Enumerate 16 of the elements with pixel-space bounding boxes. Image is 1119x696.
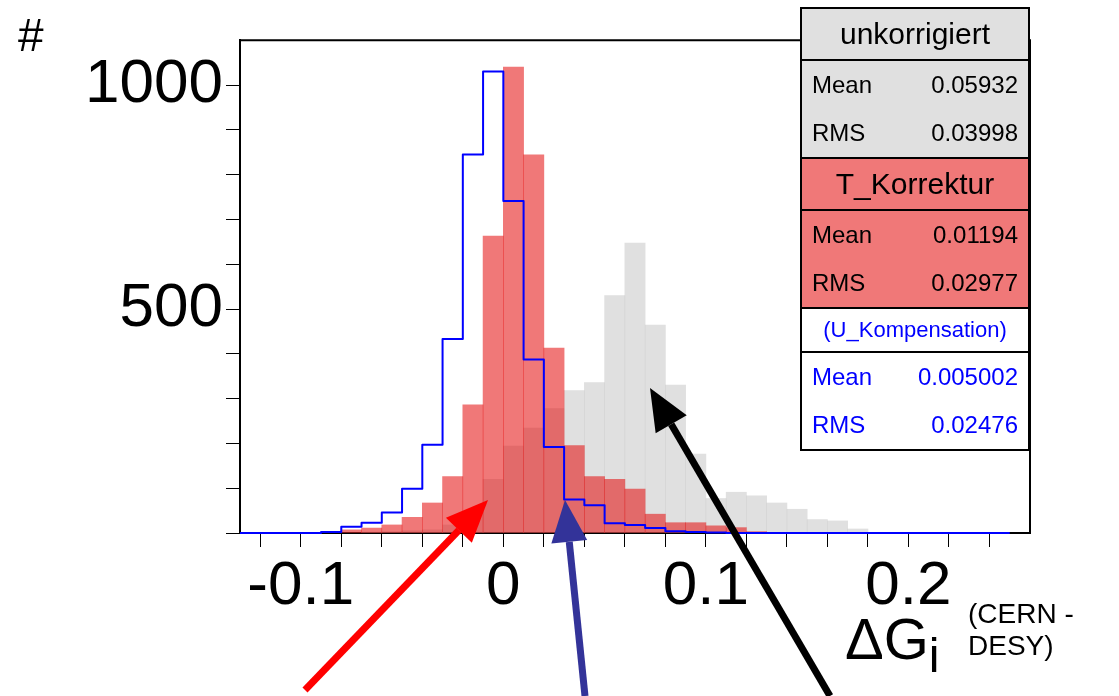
text: (CERN -DESY) [968, 598, 1075, 662]
text: RMS 0.02476 [812, 411, 1018, 438]
y-axis-title: # [18, 8, 44, 62]
x-tick-label: 0 [486, 548, 521, 618]
text: unkorrigiert [802, 9, 1028, 61]
text: Mean 0.005002 [812, 363, 1018, 390]
text: Mean 0.05932 [812, 71, 1018, 98]
text: (U_Kompensation) [802, 309, 1028, 353]
text: RMS 0.02977 [812, 269, 1018, 296]
text: T_Korrektur [802, 159, 1028, 211]
y-tick-label: 500 [119, 270, 223, 340]
y-tick-label: 1000 [85, 46, 223, 116]
text: Mean 0.01194 [812, 221, 1018, 248]
x-tick-label: 0.1 [662, 548, 749, 618]
text: RMS 0.03998 [812, 119, 1018, 146]
x-tick-label: -0.1 [247, 548, 355, 618]
